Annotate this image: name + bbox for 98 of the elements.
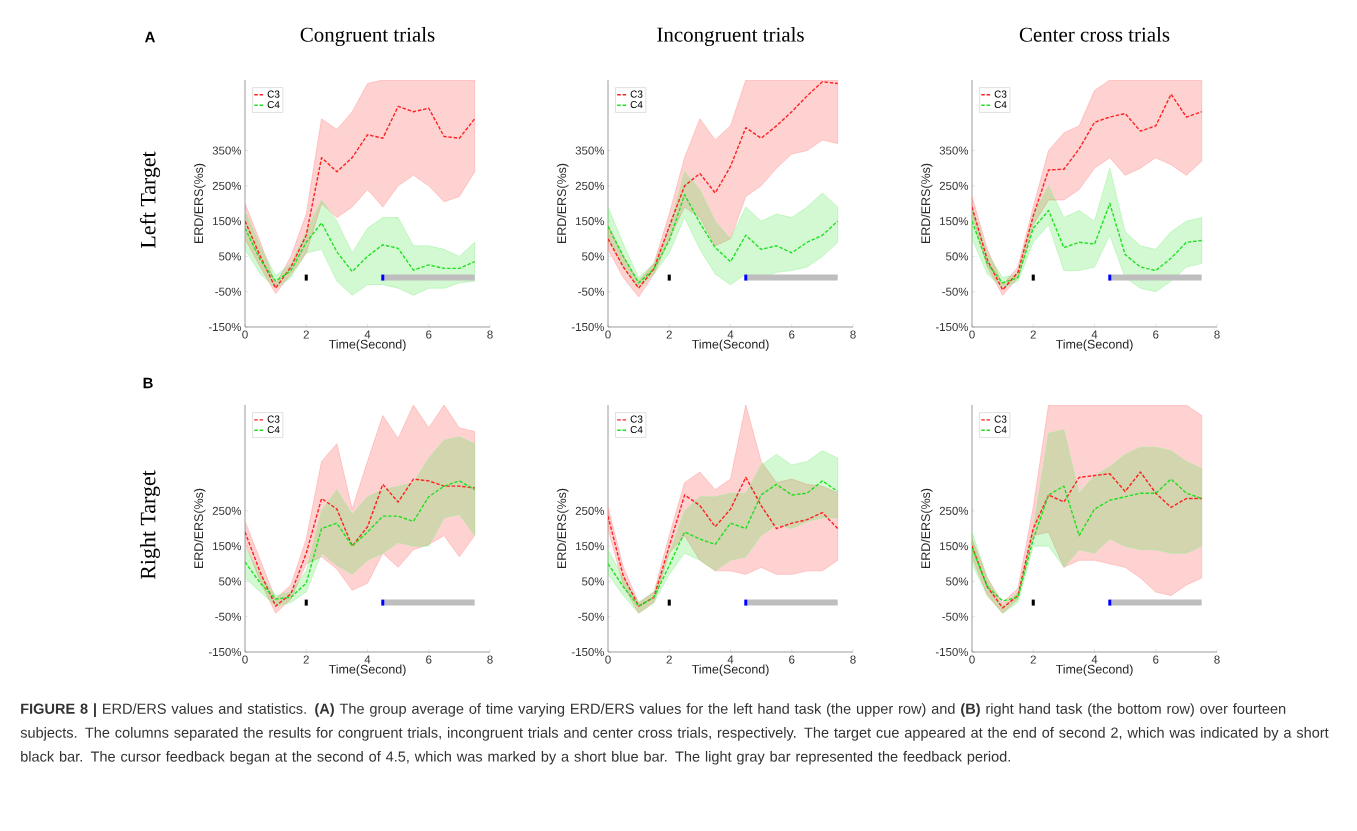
y-axis-title: ERD/ERS(%s) [556,163,569,243]
y-tick-label: -150% [935,647,969,657]
x-tick-label: 8 [487,330,493,339]
x-tick-label: 2 [1030,655,1036,664]
y-tick-label: 150% [213,217,242,226]
x-tick-label: 0 [605,655,611,664]
legend-label: C4 [994,426,1007,434]
x-tick-label: 4 [364,655,371,664]
x-tick-label: 0 [242,655,248,664]
x-tick-label: 6 [426,330,432,339]
x-tick-label: 6 [1153,655,1159,664]
y-tick-label: 150% [576,217,605,226]
text: B [143,377,153,389]
line-series [972,202,1203,284]
legend-label: C4 [267,101,280,109]
x-axis-title: Time(Second) [691,664,769,677]
x-axis-title: Time(Second) [691,339,769,352]
y-tick-label: 250% [575,506,605,515]
x-tick-label: 6 [789,655,795,664]
x-tick-label: 6 [426,655,432,664]
y-axis-title: ERD/ERS(%s) [193,488,206,568]
y-tick-label: 150% [213,542,242,551]
x-tick-label: 4 [1091,330,1098,339]
y-tick-label: -50% [215,287,242,296]
y-tick-label: 50% [219,577,242,586]
y-tick-label: 50% [946,252,969,261]
y-tick-label: 350% [939,146,969,155]
y-tick-label: -50% [942,612,969,621]
chart-title: Center cross trials [1019,26,1170,42]
legend-label: C4 [630,426,643,434]
y-tick-label: 50% [582,252,605,261]
y-axis-title: ERD/ERS(%s) [920,163,933,243]
x-tick-label: 4 [1091,655,1098,664]
x-tick-label: 2 [666,330,672,339]
text: Left Target [139,151,161,248]
y-tick-label: -150% [208,322,242,332]
legend-label: C3 [994,415,1007,423]
y-tick-label: -50% [942,287,969,296]
y-tick-label: 150% [940,217,969,226]
y-tick-label: 50% [582,577,605,586]
chart-title: Incongruent trials [657,26,804,47]
y-tick-label: 150% [576,542,605,551]
line-series [245,222,476,282]
x-tick-label: 0 [605,330,611,339]
x-tick-label: 0 [969,655,975,664]
y-tick-label: 250% [212,181,242,190]
legend-label: C4 [630,101,643,109]
x-tick-label: 8 [487,655,493,664]
legend-label: C3 [630,90,643,98]
legend-label: C3 [267,415,280,423]
x-axis-title: Time(Second) [1055,664,1133,677]
x-tick-label: 4 [364,330,371,339]
y-tick-label: -150% [935,322,969,332]
legend-label: C4 [267,426,280,434]
x-tick-label: 2 [303,655,309,664]
y-tick-label: 250% [212,506,242,515]
y-tick-label: -50% [578,612,605,621]
x-tick-label: 4 [727,655,734,664]
legend-label: C3 [630,415,643,423]
x-tick-label: 2 [1030,330,1036,339]
y-tick-label: 250% [575,181,605,190]
x-tick-label: 6 [1153,330,1159,339]
y-tick-label: 50% [946,577,969,586]
y-tick-label: -50% [578,287,605,296]
y-axis-title: ERD/ERS(%s) [193,163,206,243]
y-tick-label: -50% [215,612,242,621]
x-tick-label: 8 [1214,655,1220,664]
text: Right Target [140,470,160,580]
legend-label: C4 [994,101,1007,109]
x-axis-title: Time(Second) [328,664,406,677]
x-tick-label: 8 [850,330,856,339]
line-series [608,193,839,284]
y-tick-label: -150% [571,322,605,332]
y-tick-label: 350% [212,146,242,155]
x-tick-label: 6 [789,330,795,339]
y-tick-label: 150% [940,542,969,551]
legend-label: C3 [267,90,280,98]
text: FIGURE 8 | ERD/ERS values and statistics. (A) The group average of time varying ERD/ERS values for the left hand task (the upper row) and (B) right hand task (the bottom row) over fourteen subjects. The columns separated the results for congruent trials, incongruent trials and center cross trials, respectively. The target cue appeared at the end of second 2, which was indicated by a short black bar. The cursor feedback began at the second of 4.5, which was marked by a short blue bar. The light gray bar represented the feedback period. [20,703,1329,765]
y-tick-label: -150% [208,647,242,657]
text: A [144,31,155,43]
y-tick-label: 350% [575,146,605,155]
chart-title: Congruent trials [300,26,435,47]
y-axis-title: ERD/ERS(%s) [556,488,569,568]
x-tick-label: 2 [303,330,309,339]
y-tick-label: -150% [571,647,605,657]
y-tick-label: 250% [939,506,969,515]
x-tick-label: 2 [666,655,672,664]
x-tick-label: 0 [242,330,248,339]
y-axis-title: ERD/ERS(%s) [920,488,933,568]
x-tick-label: 8 [1214,330,1220,339]
x-tick-label: 0 [969,330,975,339]
x-axis-title: Time(Second) [1055,339,1133,352]
y-tick-label: 50% [219,252,242,261]
x-tick-label: 4 [727,330,734,339]
legend-label: C3 [994,90,1007,98]
x-tick-label: 8 [850,655,856,664]
y-tick-label: 250% [939,181,969,190]
x-axis-title: Time(Second) [328,339,406,352]
